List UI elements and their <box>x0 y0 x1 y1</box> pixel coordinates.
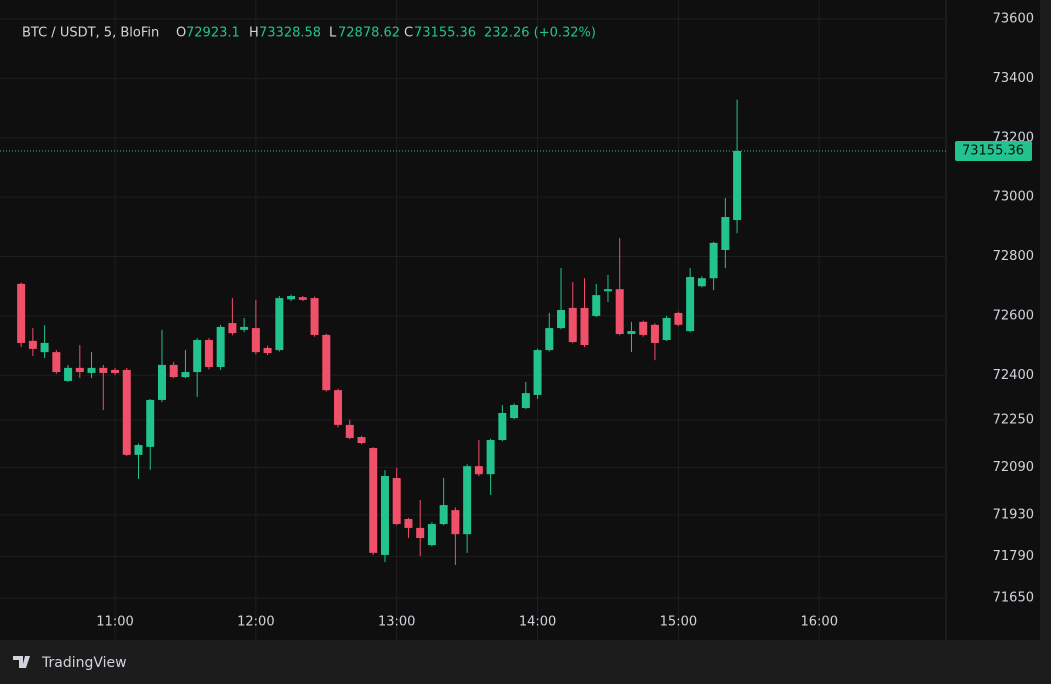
candle-body <box>87 367 96 373</box>
y-tick-label: 72250 <box>993 412 1034 427</box>
candle-body <box>310 298 319 335</box>
labels: 7360073400732007300072800726007240072250… <box>96 12 1034 630</box>
candle-body <box>334 390 343 425</box>
y-tick-label: 71930 <box>993 507 1034 522</box>
x-tick-label: 14:00 <box>519 615 556 630</box>
candle-body <box>627 331 636 335</box>
candle-body <box>52 352 61 373</box>
candle-body <box>275 298 284 351</box>
candle-body <box>451 510 460 535</box>
brand-name: TradingView <box>41 655 127 671</box>
candle-body <box>603 289 612 292</box>
candle-body <box>263 347 272 354</box>
ohlc-label: O <box>176 26 186 41</box>
candle-body <box>357 437 366 443</box>
low-value: 72878.62 <box>338 26 400 41</box>
candle-body <box>639 321 648 335</box>
candle-body <box>99 367 108 373</box>
candle-body <box>486 440 495 475</box>
candle-body <box>345 424 354 438</box>
ohlc-label: L <box>329 26 337 41</box>
candle-body <box>181 372 190 378</box>
candle-body <box>169 364 178 378</box>
x-tick-label: 12:00 <box>237 615 274 630</box>
x-tick-label: 13:00 <box>378 615 415 630</box>
candle-body <box>709 242 718 279</box>
candle-body <box>404 519 413 528</box>
y-tick-label: 71790 <box>993 549 1034 564</box>
high-value: 73328.58 <box>259 26 321 41</box>
candle-body <box>240 326 249 330</box>
y-tick-label: 72090 <box>993 460 1034 475</box>
candle-body <box>474 466 483 475</box>
candles <box>0 99 946 566</box>
candle-body <box>615 289 624 335</box>
legend: BTC / USDT, 5, BloFin O 72923.1 H 73328.… <box>22 26 596 41</box>
candle-body <box>64 367 73 381</box>
candle-body <box>134 445 143 455</box>
candle-body <box>146 399 155 447</box>
candle-body <box>510 404 519 419</box>
candle-body <box>28 340 37 349</box>
candle-body <box>40 342 49 353</box>
candle-body <box>686 277 695 332</box>
candle-body <box>251 328 260 353</box>
x-tick-label: 16:00 <box>801 615 838 630</box>
candle-body <box>498 413 507 441</box>
candle-body <box>580 307 589 346</box>
candle-body <box>674 312 683 325</box>
chart-area <box>0 0 1040 640</box>
brand: TradingView <box>13 655 127 671</box>
candle-body <box>533 350 542 395</box>
candle-body <box>157 364 166 400</box>
x-tick-label: 15:00 <box>660 615 697 630</box>
last-price-box <box>955 141 1032 162</box>
candle-body <box>17 283 26 343</box>
y-tick-label: 72400 <box>993 368 1034 383</box>
y-tick-label: 72800 <box>993 249 1034 264</box>
symbol: BTC / USDT, 5, BloFin <box>22 26 159 41</box>
candle-body <box>193 339 202 373</box>
brand-logo <box>13 656 30 668</box>
candle-body <box>697 278 706 287</box>
change: 232.26 (+0.32%) <box>484 26 596 41</box>
candle-body <box>392 478 401 525</box>
candle-body <box>592 295 601 316</box>
candle-body <box>369 448 378 553</box>
candle-body <box>322 334 331 391</box>
y-tick-label: 71650 <box>993 590 1034 605</box>
candle-body <box>463 466 472 535</box>
ohlc-label: C <box>404 26 413 41</box>
close-value: 73155.36 <box>414 26 476 41</box>
candle-body <box>416 527 425 539</box>
last-price-label: 73155.36 <box>962 144 1024 159</box>
candle-body <box>721 217 730 251</box>
candle-body <box>557 309 566 329</box>
candle-body <box>568 307 577 343</box>
x-tick-label: 11:00 <box>96 615 133 630</box>
candle-body <box>204 339 213 367</box>
open-value: 72923.1 <box>186 26 240 41</box>
candle-body <box>650 324 659 343</box>
candle-body <box>122 369 131 455</box>
candle-body <box>427 524 436 546</box>
candle-body <box>216 326 225 367</box>
y-tick-label: 73600 <box>993 12 1034 27</box>
candle-body <box>111 369 120 373</box>
candle-body <box>545 328 554 351</box>
y-tick-label: 72600 <box>993 308 1034 323</box>
candle-body <box>662 317 671 340</box>
candle-body <box>287 296 296 300</box>
candle-body <box>521 393 530 408</box>
candle-body <box>298 297 307 300</box>
candle-body <box>733 151 742 220</box>
candle-body <box>439 505 448 525</box>
y-tick-label: 73000 <box>993 190 1034 205</box>
y-tick-label: 73400 <box>993 71 1034 86</box>
candle-body <box>75 367 84 373</box>
ohlc-label: H <box>249 26 259 41</box>
candle-body <box>228 323 237 334</box>
candle-body <box>380 475 389 555</box>
